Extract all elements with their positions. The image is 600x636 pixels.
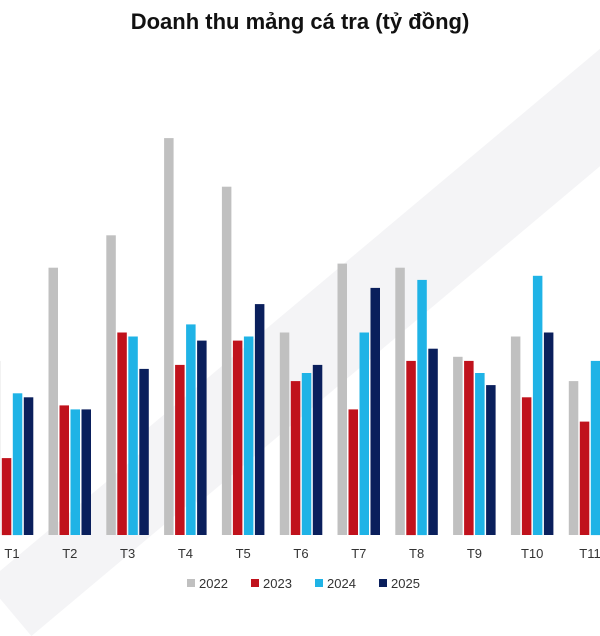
- x-tick-label: T6: [293, 546, 308, 561]
- x-tick-label: T4: [178, 546, 193, 561]
- bar-T2-2022: [49, 268, 59, 535]
- bar-T7-2025: [371, 288, 381, 535]
- legend-swatch-2024: [315, 579, 323, 587]
- legend-swatch-2023: [251, 579, 259, 587]
- bar-T2-2025: [82, 409, 92, 535]
- bar-T10-2023: [522, 397, 532, 535]
- x-tick-label: T7: [351, 546, 366, 561]
- legend-label-2024: 2024: [327, 576, 356, 591]
- bar-T4-2024: [186, 324, 196, 535]
- bar-T6-2023: [291, 381, 301, 535]
- x-tick-label: T9: [467, 546, 482, 561]
- x-tick-label: T5: [236, 546, 251, 561]
- bar-T9-2024: [475, 373, 485, 535]
- bar-T4-2023: [175, 365, 185, 535]
- bar-T6-2025: [313, 365, 323, 535]
- bar-T9-2022: [453, 357, 463, 535]
- bar-T5-2025: [255, 304, 265, 535]
- bars-group: [0, 138, 600, 535]
- bar-T5-2024: [244, 337, 254, 536]
- legend-swatch-2022: [187, 579, 195, 587]
- x-tick-label: T2: [62, 546, 77, 561]
- bar-T4-2025: [197, 341, 207, 535]
- bar-T2-2023: [60, 405, 70, 535]
- x-tick-label: T1: [4, 546, 19, 561]
- bar-T11-2024: [591, 361, 600, 535]
- bar-T8-2022: [395, 268, 405, 535]
- bar-T11-2022: [569, 381, 579, 535]
- bar-T1-2025: [24, 397, 34, 535]
- bar-T10-2022: [511, 337, 521, 536]
- legend-label-2023: 2023: [263, 576, 292, 591]
- bar-T1-2023: [2, 458, 12, 535]
- x-tick-label: T8: [409, 546, 424, 561]
- bar-T3-2022: [106, 235, 116, 535]
- bar-T3-2025: [139, 369, 149, 535]
- bar-T1-2024: [13, 393, 22, 535]
- x-tick-label: T10: [521, 546, 543, 561]
- x-tick-label: T3: [120, 546, 135, 561]
- x-tick-label: T11: [579, 546, 600, 561]
- bar-T10-2024: [533, 276, 543, 535]
- bar-T8-2024: [417, 280, 427, 535]
- bar-T11-2023: [580, 422, 590, 535]
- bar-T7-2022: [338, 264, 348, 535]
- bar-T2-2024: [71, 409, 81, 535]
- bar-T7-2024: [360, 333, 370, 536]
- bar-T8-2023: [406, 361, 416, 535]
- bar-T5-2022: [222, 187, 232, 535]
- bar-T6-2022: [280, 333, 290, 536]
- bar-T10-2025: [544, 333, 554, 536]
- bar-T3-2023: [117, 333, 127, 536]
- legend-swatch-2025: [379, 579, 387, 587]
- bar-T9-2023: [464, 361, 474, 535]
- bar-T8-2025: [428, 349, 438, 535]
- bar-T5-2023: [233, 341, 243, 535]
- bar-T4-2022: [164, 138, 174, 535]
- bar-T3-2024: [128, 337, 138, 536]
- legend-label-2025: 2025: [391, 576, 420, 591]
- legend: 2022 2023 2024 2025: [187, 576, 420, 591]
- bar-T9-2025: [486, 385, 496, 535]
- bar-T6-2024: [302, 373, 312, 535]
- bar-T7-2023: [349, 409, 359, 535]
- x-axis-ticks: T1 T2 T3 T4 T5 T6 T7 T8 T9 T10 T11: [4, 546, 600, 561]
- legend-label-2022: 2022: [199, 576, 228, 591]
